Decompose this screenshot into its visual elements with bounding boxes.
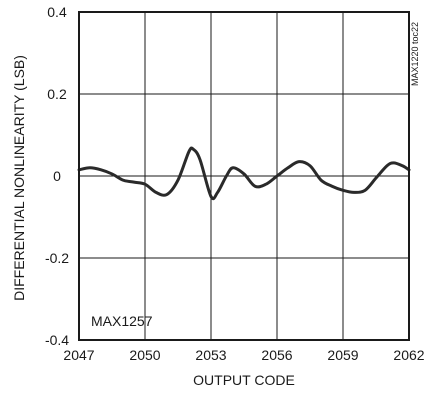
plot-frame [78,11,410,341]
y-tick-label: 0 [53,168,61,184]
figure-reference-label: MAX1220 toc22 [410,22,420,86]
x-tick-label: 2053 [195,347,226,363]
y-tick-labels: 0.4 0.2 0 -0.2 -0.4 [45,4,69,348]
y-tick-label: -0.2 [45,250,69,266]
x-axis-title: OUTPUT CODE [193,372,295,388]
y-axis-title: DIFFERENTIAL NONLINEARITY (LSB) [11,55,27,301]
dnl-series-line [77,146,411,201]
x-tick-labels: 2047 2050 2053 2056 2059 2062 [63,347,424,363]
x-tick-label: 2050 [129,347,160,363]
x-tick-label: 2056 [261,347,292,363]
part-number-annotation: MAX1257 [91,313,153,329]
x-tick-label: 2062 [393,347,424,363]
y-tick-label: 0.4 [47,4,67,20]
y-tick-label: -0.4 [45,332,69,348]
x-tick-label: 2059 [327,347,358,363]
y-tick-label: 0.2 [47,86,67,102]
series-layer [77,146,411,201]
x-tick-label: 2047 [63,347,94,363]
